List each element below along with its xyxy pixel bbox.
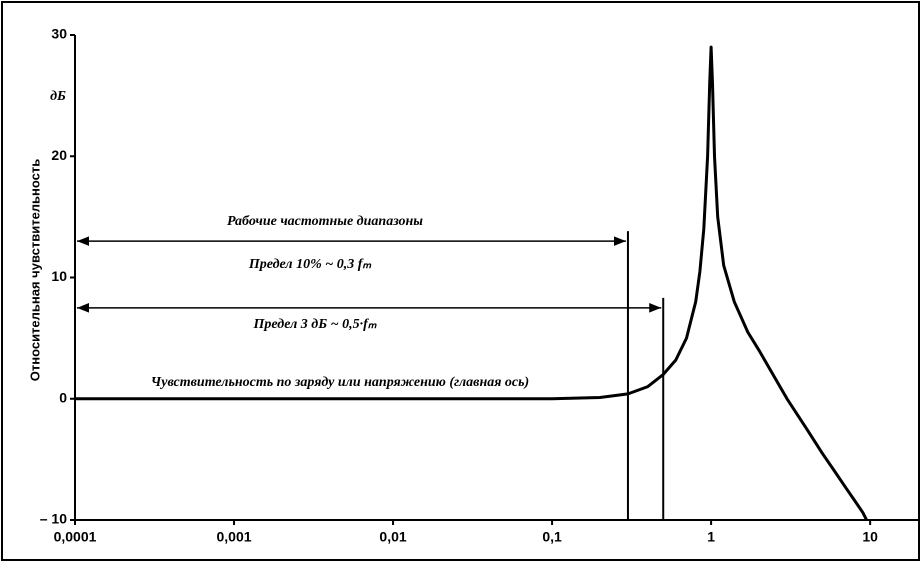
y-tick-label: 0 [59,389,67,405]
y-axis-title: Относительная чувствительность [27,159,42,382]
y-tick-label: – 10 [40,511,67,527]
annotation: Предел 3 дБ ~ 0,5·fₘ [253,317,378,332]
y-tick-label: 30 [51,26,67,42]
annotation: Чувствительность по заряду или напряжени… [151,375,529,390]
x-tick-label: 0,01 [379,529,406,545]
annotation: Предел 10% ~ 0,3 fₘ [248,257,373,272]
y-tick-label: 20 [51,147,67,163]
x-tick-label: 0,0001 [54,529,97,545]
y-unit: дБ [50,89,66,104]
y-tick-label: 10 [51,268,67,284]
x-tick-label: 1 [707,529,715,545]
x-tick-label: 0,001 [217,529,252,545]
annotation: Рабочие частотные диапазоны [227,214,423,229]
x-tick-label: 0,1 [542,529,562,545]
curve [75,45,868,521]
x-tick-label: 10 [862,529,878,545]
